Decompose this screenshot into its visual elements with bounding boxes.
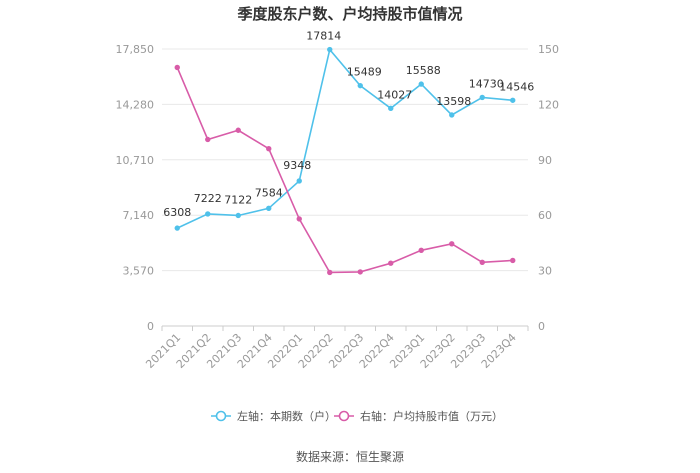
data-point[interactable] [357,82,363,89]
data-point[interactable] [479,259,485,265]
data-label: 13598 [436,95,471,108]
legend-marker [215,410,227,422]
legend-item-avg-holding-value[interactable]: 右轴：户均持股市值（万元） [334,409,503,423]
right-tick-label: 150 [538,43,559,56]
source-note: 数据来源：恒生聚源 [296,449,404,464]
data-point[interactable] [205,136,211,143]
series-line [176,67,513,274]
data-point[interactable] [296,178,302,184]
data-point[interactable] [418,247,424,253]
data-label: 6308 [163,206,191,219]
data-label: 14546 [499,80,534,93]
data-label: 15489 [347,66,382,79]
data-point[interactable] [510,257,516,264]
series-avg-holding-value [174,64,516,276]
data-point[interactable] [205,211,211,217]
right-tick-label: 30 [538,265,552,278]
data-point[interactable] [327,46,333,53]
legend-label: 右轴：户均持股市值（万元） [360,409,503,423]
data-label: 9348 [283,159,311,172]
data-label: 15588 [406,64,441,77]
data-point[interactable] [327,269,333,276]
left-tick-label: 17,850 [116,43,155,56]
data-label: 14027 [377,88,412,101]
data-point[interactable] [449,241,455,247]
data-point[interactable] [174,64,180,71]
data-label: 14730 [469,77,504,90]
grid-lines [162,48,528,327]
legend[interactable]: 左轴：本期数（户） 右轴：户均持股市值（万元） [211,409,503,423]
left-tick-label: 0 [147,320,154,333]
data-point[interactable] [388,105,394,112]
right-tick-label: 120 [538,98,559,111]
data-point[interactable] [357,269,363,275]
x-axis: 2021Q12021Q22021Q32021Q42022Q12022Q22022… [143,326,529,371]
legend-label: 左轴：本期数（户） [237,409,336,423]
data-point[interactable] [174,225,180,231]
data-point[interactable] [418,81,424,87]
right-axis: 0 30 60 90 120 150 [538,43,559,333]
data-point[interactable] [449,112,455,118]
left-tick-label: 3,570 [123,265,155,278]
data-point[interactable] [479,94,485,101]
data-point[interactable] [266,205,272,212]
data-label: 17814 [306,30,341,43]
data-label: 7584 [255,186,283,199]
data-label: 7222 [194,192,222,205]
data-point[interactable] [235,127,241,133]
right-tick-label: 0 [538,320,545,333]
left-tick-label: 7,140 [123,209,155,222]
left-tick-label: 10,710 [116,154,155,167]
right-tick-label: 60 [538,209,552,222]
legend-item-households[interactable]: 左轴：本期数（户） [211,409,336,423]
data-point[interactable] [510,97,516,103]
legend-marker [338,410,350,422]
left-tick-label: 14,280 [116,98,155,111]
data-point[interactable] [235,212,241,219]
left-axis: 0 3,570 7,140 10,710 14,280 17,850 [116,43,155,333]
chart-title: 季度股东户数、户均持股市值情况 [237,5,462,23]
data-point[interactable] [388,260,394,266]
series-line [176,47,513,229]
data-point[interactable] [296,216,302,222]
data-point[interactable] [266,146,272,152]
right-tick-label: 90 [538,154,552,167]
data-label: 7122 [224,193,252,206]
